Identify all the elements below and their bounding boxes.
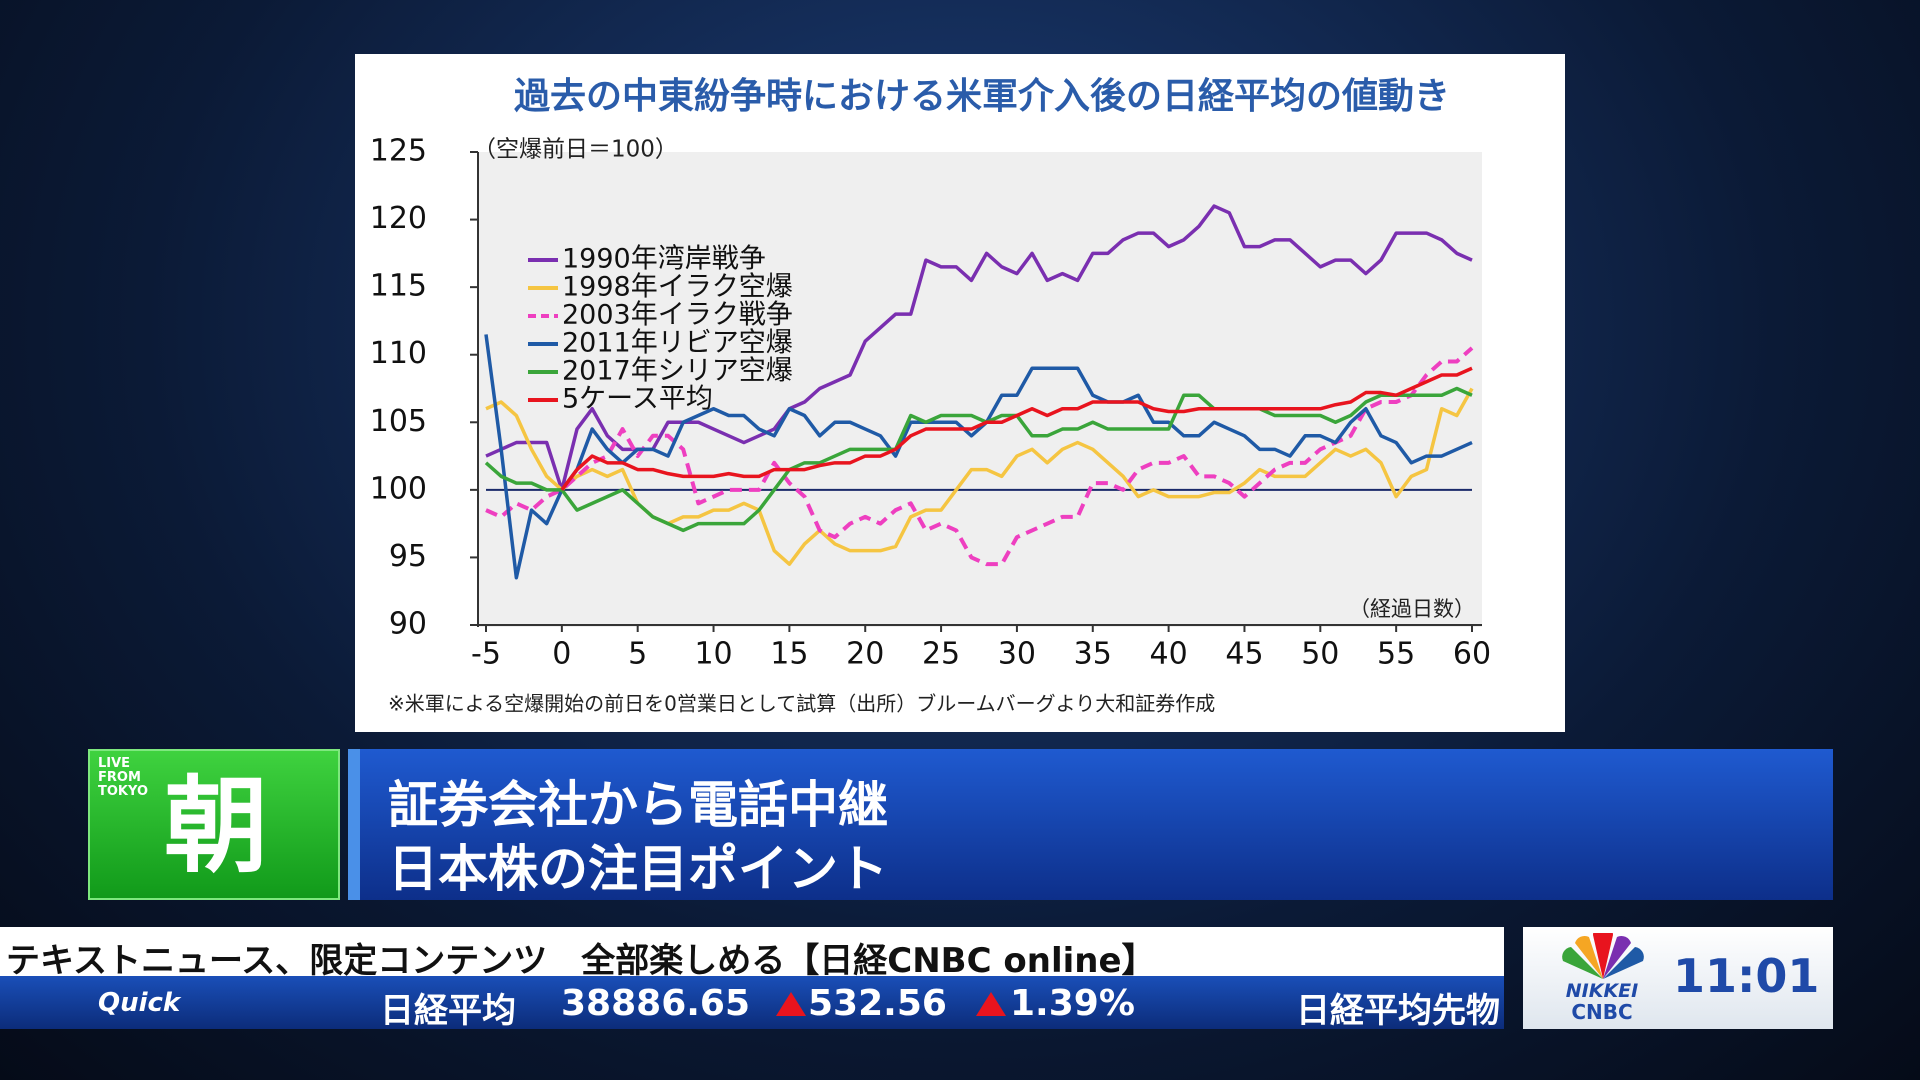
plot-area bbox=[478, 152, 1482, 627]
ticker-price: 38886.65 bbox=[561, 983, 751, 1024]
y-tick-label: 110 bbox=[370, 336, 427, 371]
headline: 証券会社から電話中継 bbox=[388, 776, 888, 834]
peacock-logo bbox=[1562, 933, 1644, 979]
ticker-bar: Quick 日経平均 38886.65 532.56 1.39% 日経平均先物 bbox=[0, 976, 1504, 1031]
y-tick-label: 120 bbox=[370, 201, 427, 236]
ticker-source: Quick bbox=[98, 988, 181, 1018]
x-tick-label: 35 bbox=[1074, 637, 1112, 672]
ticker-change: 532.56 bbox=[808, 983, 947, 1024]
legend-label: 2003年イラク戦争 bbox=[562, 300, 793, 331]
logo-box: NIKKEI CNBC 11:01 bbox=[1523, 927, 1833, 1029]
clock: 11:01 bbox=[1673, 949, 1820, 1003]
program-badge: LIVE FROM TOKYO 朝 bbox=[88, 749, 340, 900]
series-line bbox=[484, 386, 1473, 533]
x-tick-label: 50 bbox=[1301, 637, 1339, 672]
logo-network: CNBC bbox=[1571, 1000, 1633, 1024]
show-name: 朝 bbox=[163, 765, 268, 887]
up-arrow bbox=[776, 992, 806, 1016]
x-tick-label: 60 bbox=[1453, 637, 1491, 672]
up-arrow bbox=[976, 992, 1006, 1016]
x-unit: （経過日数） bbox=[1349, 597, 1475, 621]
x-tick-label: 15 bbox=[770, 637, 808, 672]
legend-label: 1990年湾岸戦争 bbox=[562, 244, 766, 275]
x-tick-label: 0 bbox=[552, 637, 571, 672]
x-tick-label: 45 bbox=[1225, 637, 1263, 672]
y-tick-label: 115 bbox=[370, 269, 427, 304]
live-badge: LIVE FROM TOKYO bbox=[98, 756, 148, 799]
x-tick-label: 25 bbox=[922, 637, 960, 672]
series-line bbox=[484, 334, 1473, 580]
ticker-next: 日経平均先物 bbox=[1296, 991, 1500, 1031]
legend-label: 5ケース平均 bbox=[562, 384, 713, 415]
y-tick-label: 100 bbox=[370, 471, 427, 506]
x-tick-label: -5 bbox=[471, 637, 501, 672]
headline-box: 証券会社から電話中継 日本株の注目ポイント bbox=[348, 749, 1833, 900]
x-tick-label: 10 bbox=[694, 637, 732, 672]
x-tick-label: 55 bbox=[1377, 637, 1415, 672]
legend-label: 1998年イラク空爆 bbox=[562, 272, 793, 303]
legend-label: 2017年シリア空爆 bbox=[562, 356, 793, 387]
ticker-change-pct: 1.39% bbox=[1010, 983, 1135, 1024]
x-tick-label: 5 bbox=[628, 637, 647, 672]
y-tick-label: 105 bbox=[370, 404, 427, 439]
x-tick-label: 30 bbox=[998, 637, 1036, 672]
chart: 過去の中東紛争時における米軍介入後の日経平均の値動き （空爆前日＝100） （経… bbox=[370, 76, 1491, 716]
y-tick-label: 90 bbox=[389, 607, 427, 642]
y-tick-label: 125 bbox=[370, 134, 427, 169]
x-tick-label: 20 bbox=[846, 637, 884, 672]
x-tick-label: 40 bbox=[1150, 637, 1188, 672]
legend-label: 2011年リビア空爆 bbox=[562, 328, 793, 359]
footnote: ※米軍による空爆開始の前日を0営業日として試算（出所）ブルームバーグより大和証券… bbox=[388, 692, 1215, 716]
chart-panel: 過去の中東紛争時における米軍介入後の日経平均の値動き （空爆前日＝100） （経… bbox=[355, 54, 1565, 732]
chart-title: 過去の中東紛争時における米軍介入後の日経平均の値動き bbox=[514, 76, 1450, 117]
promo-bar: テキストニュース、限定コンテンツ 全部楽しめる【日経CNBC online】 bbox=[0, 927, 1504, 981]
series-line bbox=[485, 346, 1474, 567]
ticker-index: 日経平均 bbox=[380, 991, 516, 1031]
y-unit: （空爆前日＝100） bbox=[473, 137, 678, 163]
promo-text: テキストニュース、限定コンテンツ 全部楽しめる【日経CNBC online】 bbox=[6, 941, 1156, 981]
logo-brand: NIKKEI bbox=[1565, 980, 1639, 1002]
y-tick-label: 95 bbox=[389, 539, 427, 574]
headline: 日本株の注目ポイント bbox=[388, 840, 888, 898]
series-line bbox=[560, 366, 1473, 491]
